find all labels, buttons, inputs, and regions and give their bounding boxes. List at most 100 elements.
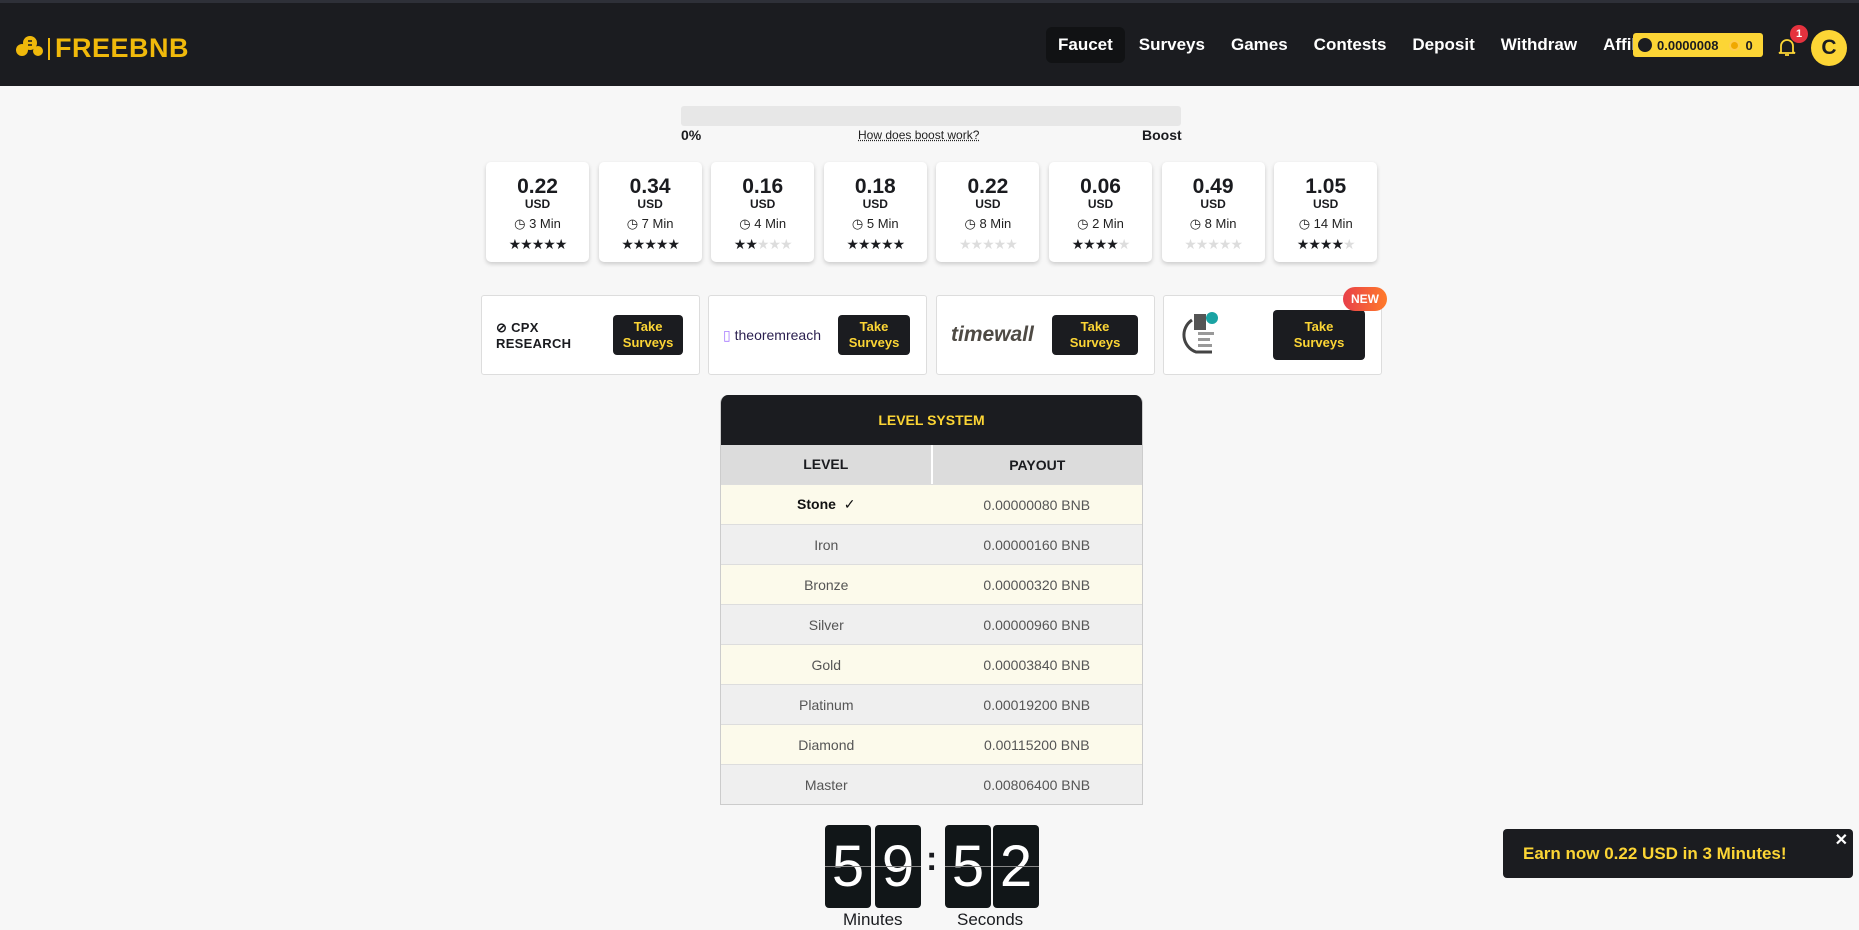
- offer-rating: ★★★★★: [936, 236, 1039, 253]
- offer-currency: USD: [975, 197, 1001, 211]
- star-icon: ★: [632, 236, 646, 252]
- star-icon: ★: [1094, 236, 1108, 252]
- table-row: Iron 0.00000160 BNB: [721, 524, 1142, 564]
- level-payout: 0.00115200 BNB: [983, 736, 1090, 753]
- star-icon: ★: [993, 236, 1007, 252]
- level-name: Iron: [814, 536, 839, 553]
- boost-help-link[interactable]: How does boost work?: [858, 128, 980, 142]
- nav-contests[interactable]: Contests: [1313, 35, 1387, 54]
- nav-withdraw[interactable]: Withdraw: [1500, 35, 1578, 54]
- take-surveys-button[interactable]: Take Surveys: [838, 315, 910, 355]
- header: FREEBNB Faucet Surveys Games Contests De…: [0, 3, 1859, 86]
- theoremreach-logo: ▯ theoremreach: [723, 326, 821, 343]
- star-icon: ★: [1106, 236, 1119, 252]
- earn-toast[interactable]: Earn now 0.22 USD in 3 Minutes! ✕: [1503, 829, 1853, 878]
- take-surveys-button[interactable]: Take Surveys: [1273, 310, 1365, 360]
- table-row: Gold 0.00003840 BNB: [721, 644, 1142, 684]
- offer-card[interactable]: 0.06 USD ◷ 2 Min ★★★★★: [1049, 162, 1152, 262]
- offer-card[interactable]: 1.05 USD ◷ 14 Min ★★★★★: [1274, 162, 1378, 262]
- table-row: Master 0.00806400 BNB: [721, 764, 1142, 804]
- star-icon: ★: [733, 236, 747, 252]
- take-surveys-button[interactable]: Take Surveys: [1052, 315, 1138, 355]
- star-icon: ★: [982, 236, 995, 252]
- offer-time: 14 Min: [1313, 216, 1353, 231]
- level-payout: 0.00000080 BNB: [983, 496, 1091, 513]
- new-badge: NEW: [1343, 287, 1387, 311]
- level-payout: 0.00000320 BNB: [983, 576, 1091, 593]
- bnb-balance: 0.0000008: [1657, 37, 1719, 53]
- offer-card[interactable]: 0.18 USD ◷ 5 Min ★★★★★: [823, 162, 927, 262]
- star-icon: ★: [970, 236, 984, 252]
- offer-rating: ★★★★★: [824, 236, 927, 253]
- offer-amount: 0.34: [629, 175, 671, 198]
- offer-amount: 0.22: [517, 175, 558, 198]
- clock-icon: ◷: [739, 216, 751, 231]
- level-name: Master: [804, 776, 848, 793]
- nav-surveys[interactable]: Surveys: [1138, 35, 1205, 54]
- timer-digit: 9: [875, 825, 921, 908]
- offer-currency: USD: [862, 197, 888, 211]
- balance-pill[interactable]: 0.0000008 0: [1633, 33, 1763, 57]
- offer-time: 2 Min: [1092, 216, 1124, 231]
- offer-currency: USD: [1313, 197, 1339, 211]
- clock-icon: ◷: [851, 216, 864, 231]
- offer-card[interactable]: 0.34 USD ◷ 7 Min ★★★★★: [598, 162, 702, 262]
- offer-card[interactable]: 0.22 USD ◷ 3 Min ★★★★★: [486, 162, 589, 262]
- star-icon: ★: [1331, 236, 1344, 252]
- offer-currency: USD: [524, 197, 551, 211]
- table-row: Stone ✓ 0.00000080 BNB: [721, 484, 1142, 524]
- star-icon: ★: [554, 236, 568, 252]
- cpx-research-logo: ⊘ CPX RESEARCH: [496, 319, 572, 351]
- star-icon: ★: [1218, 236, 1232, 252]
- nav-deposit[interactable]: Deposit: [1412, 35, 1475, 54]
- offer-card[interactable]: 0.49 USD ◷ 8 Min ★★★★★: [1161, 162, 1265, 262]
- star-icon: ★: [667, 236, 680, 252]
- logo-divider: [48, 37, 50, 60]
- timewall-logo: timewall: [951, 323, 1034, 346]
- level-system-table: LEVEL SYSTEM LEVEL PAYOUT Stone ✓ 0.0000…: [720, 395, 1143, 805]
- star-icon: ★: [1184, 236, 1197, 252]
- nav-games[interactable]: Games: [1230, 35, 1288, 54]
- avatar[interactable]: C: [1811, 30, 1847, 66]
- offer-card[interactable]: 0.22 USD ◷ 8 Min ★★★★★: [936, 162, 1040, 262]
- clock-icon: ◷: [1077, 216, 1089, 231]
- close-icon[interactable]: ✕: [1834, 832, 1848, 849]
- star-icon: ★: [1005, 236, 1018, 252]
- level-name: Gold: [811, 656, 842, 673]
- star-icon: ★: [1195, 236, 1209, 252]
- offer-rating: ★★★★★: [711, 236, 814, 253]
- timer-digit: 5: [945, 825, 991, 908]
- star-icon: ★: [958, 236, 972, 252]
- level-name: Bronze: [804, 576, 849, 593]
- boost-percent: 0%: [681, 127, 702, 143]
- bell-icon[interactable]: [1778, 37, 1796, 57]
- provider-new: Take Surveys: [1163, 295, 1382, 375]
- star-icon: ★: [1083, 236, 1096, 252]
- star-icon: ★: [1308, 236, 1321, 252]
- timer-colon: :: [926, 840, 938, 878]
- nav-faucet[interactable]: Faucet: [1046, 27, 1125, 63]
- logo[interactable]: FREEBNB: [15, 33, 189, 64]
- star-icon: ★: [756, 236, 770, 252]
- star-icon: ★: [780, 236, 793, 252]
- star-icon: ★: [745, 236, 758, 252]
- star-icon: ★: [520, 236, 533, 252]
- offer-rating: ★★★★★: [1049, 236, 1152, 253]
- star-icon: ★: [857, 236, 871, 252]
- minutes-label: Minutes: [843, 910, 903, 929]
- take-surveys-button[interactable]: Take Surveys: [613, 315, 683, 355]
- browser-top-strip: [0, 0, 1859, 3]
- column-header-payout: PAYOUT: [1009, 456, 1066, 473]
- provider-timewall: timewall Take Surveys: [936, 295, 1155, 375]
- level-name: Diamond: [798, 736, 855, 753]
- level-system-title: LEVEL SYSTEM: [721, 395, 1142, 445]
- offer-card[interactable]: 0.16 USD ◷ 4 Min ★★★★★: [711, 162, 815, 262]
- star-icon: ★: [768, 236, 781, 252]
- seconds-label: Seconds: [957, 910, 1024, 929]
- star-icon: ★: [869, 236, 883, 252]
- star-icon: ★: [543, 236, 556, 252]
- table-row: Diamond 0.00115200 BNB: [721, 724, 1142, 764]
- level-name: Silver: [808, 616, 844, 633]
- coin-icon: [1729, 39, 1741, 51]
- provider-cpx-research: ⊘ CPX RESEARCH Take Surveys: [481, 295, 700, 375]
